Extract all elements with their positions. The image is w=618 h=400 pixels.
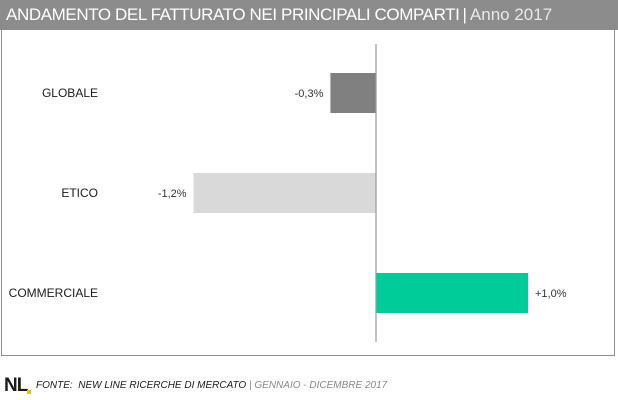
bar-commerciale [376, 273, 528, 313]
chart-title: ANDAMENTO DEL FATTURATO NEI PRINCIPALI C… [6, 5, 460, 24]
category-label-globale: GLOBALE [42, 86, 98, 100]
chart-frame [1, 30, 615, 356]
value-label-globale: -0,3% [295, 88, 324, 100]
category-label-etico: ETICO [61, 186, 98, 200]
nl-logo: NL [4, 375, 28, 396]
bar-etico [193, 173, 376, 213]
title-separator: | [462, 5, 467, 24]
chart-year: Anno 2017 [469, 5, 553, 24]
value-label-commerciale: +1,0% [535, 288, 567, 300]
category-label-commerciale: COMMERCIALE [9, 286, 98, 300]
source-name: NEW LINE RICERCHE DI MERCATO [78, 380, 247, 391]
source-separator: | [249, 380, 252, 391]
bar-globale [330, 73, 376, 113]
logo-accent-mark [27, 390, 31, 394]
source-label: FONTE: [36, 380, 73, 391]
bar-chart: GLOBALE -0,3% ETICO -1,2% COMMERCIALE +1,0% [9, 44, 567, 342]
value-label-etico: -1,2% [158, 188, 187, 200]
source-period: GENNAIO - DICEMBRE 2017 [254, 380, 388, 391]
source-note: FONTE: NEW LINE RICERCHE DI MERCATO | GE… [36, 380, 387, 391]
chart-header: ANDAMENTO DEL FATTURATO NEI PRINCIPALI C… [0, 0, 618, 30]
footer: NL FONTE: NEW LINE RICERCHE DI MERCATO |… [4, 376, 614, 396]
bars-group: GLOBALE -0,3% ETICO -1,2% COMMERCIALE +1,0% [9, 73, 567, 313]
